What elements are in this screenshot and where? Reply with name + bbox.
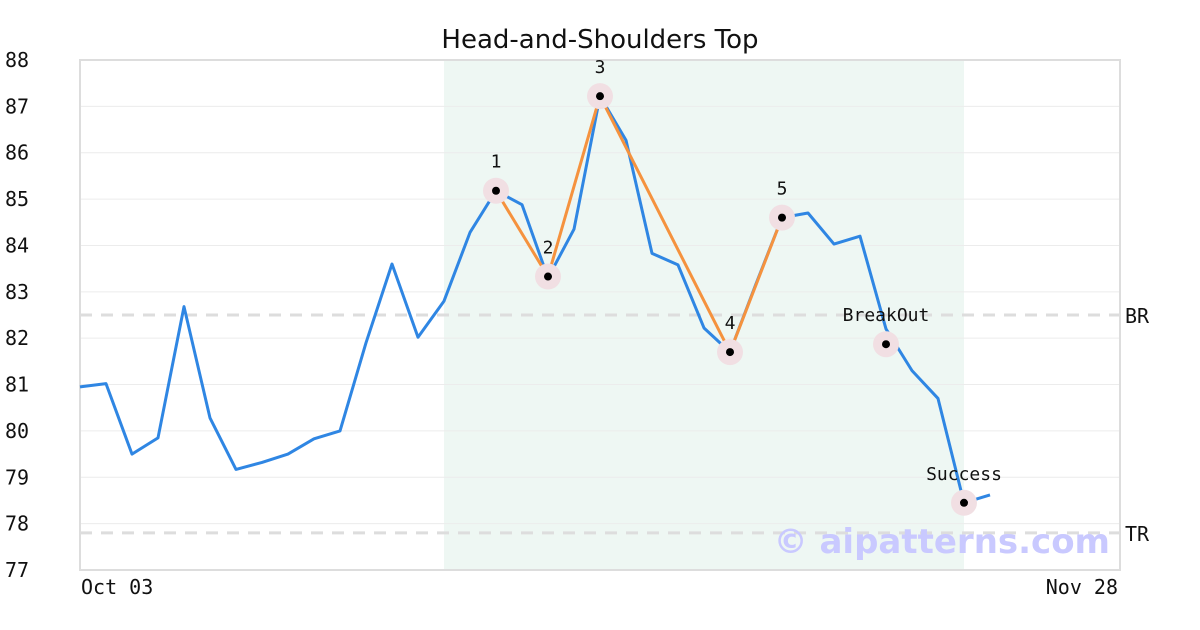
y-tick-label: 79	[5, 465, 29, 489]
y-tick-label: 83	[5, 280, 29, 304]
y-tick-label: 80	[5, 419, 29, 443]
pattern-point-5-dot	[778, 213, 786, 222]
price-series-line	[79, 94, 991, 505]
chart-title: Head-and-Shoulders Top	[441, 25, 758, 55]
plot-frame	[79, 59, 1121, 571]
reference-lines-layer: BR TR	[80, 304, 1150, 546]
x-tick-label-start: Oct 03	[81, 575, 153, 599]
y-tick-label: 87	[5, 94, 29, 118]
watermark: © aipatterns.com	[774, 522, 1110, 562]
pattern-point-3-dot	[596, 92, 604, 101]
pattern-point-1-label: 1	[491, 152, 502, 173]
pattern-point-4-dot	[726, 348, 734, 357]
breakout-marker-dot	[882, 340, 890, 349]
pattern-point-3-label: 3	[595, 57, 606, 78]
y-tick-label: 82	[5, 326, 29, 350]
reference-label-tr: TR	[1125, 522, 1150, 546]
y-tick-label: 88	[5, 48, 29, 72]
success-marker-dot	[960, 498, 968, 507]
y-tick-label: 84	[5, 233, 29, 257]
pattern-point-5-label: 5	[777, 179, 788, 200]
y-tick-label: 77	[5, 558, 29, 582]
reference-label-br: BR	[1125, 304, 1150, 328]
pattern-point-2-label: 2	[543, 238, 554, 259]
breakout-marker-label: BreakOut	[843, 305, 930, 326]
markers-layer: 1 2 3 4 5 BreakOut Success	[483, 57, 1002, 516]
y-tick-label: 78	[5, 512, 29, 536]
y-tick-label: 85	[5, 187, 29, 211]
series-layer	[79, 94, 991, 505]
y-tick-label: 86	[5, 141, 29, 165]
axis-layer: 77 78 79 80 81 82 83 84 85 86 87 88 Oct 03 Nov 28	[5, 48, 1118, 599]
pattern-point-4-label: 4	[725, 313, 736, 334]
x-tick-label-end: Nov 28	[1046, 575, 1118, 599]
pattern-point-2-dot	[544, 272, 552, 281]
pattern-point-1-dot	[492, 186, 500, 195]
y-tick-label: 81	[5, 373, 29, 397]
success-marker-label: Success	[926, 464, 1002, 485]
